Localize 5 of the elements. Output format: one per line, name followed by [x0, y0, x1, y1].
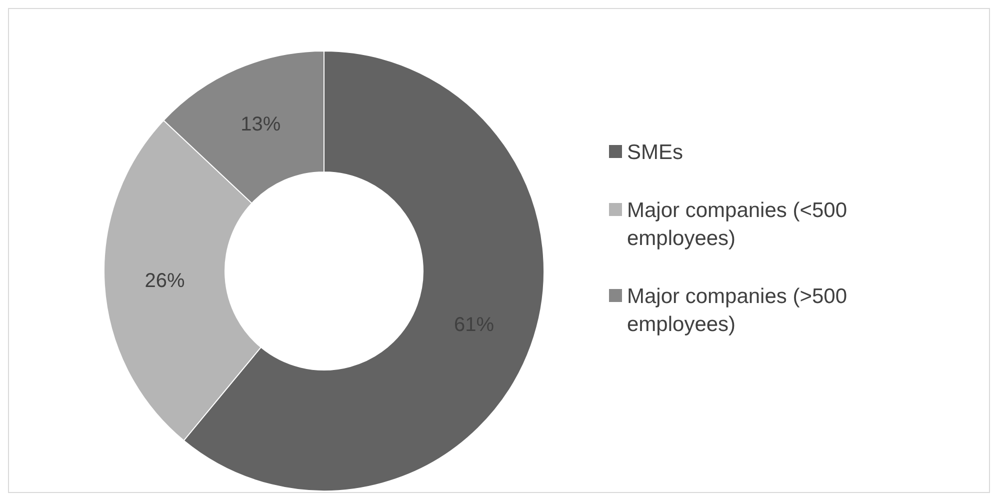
data-label: 26%: [144, 270, 186, 292]
legend-label: SMEs: [627, 140, 684, 166]
legend-label: Major companies (>500 employees): [627, 284, 848, 338]
legend-label: Major companies (<500 employees): [627, 198, 848, 252]
data-label: 13%: [240, 114, 281, 136]
